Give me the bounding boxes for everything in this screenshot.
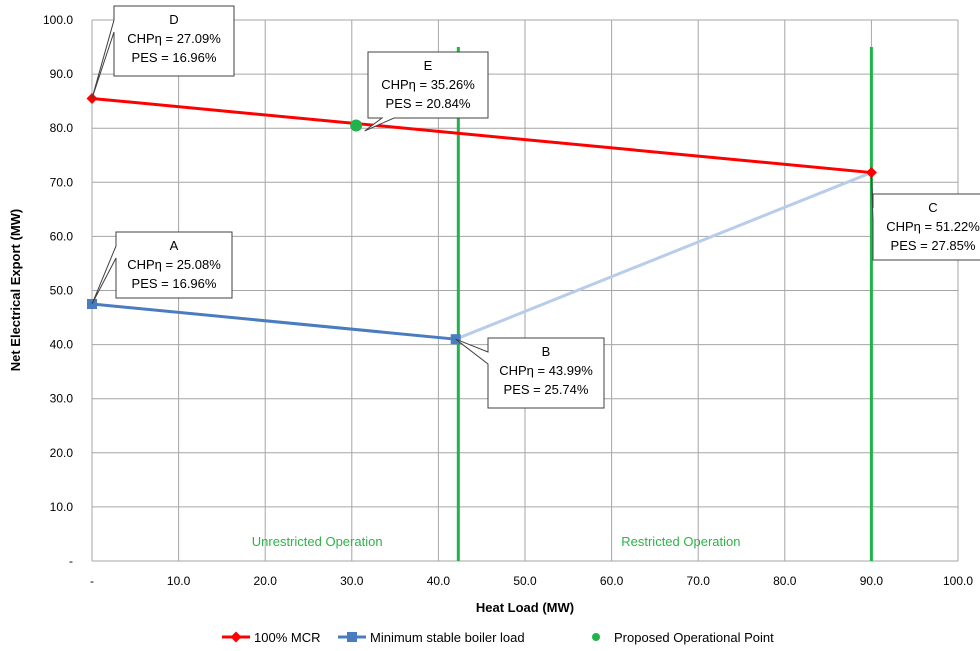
- callout-E: E CHPη = 35.26% PES = 20.84%: [364, 51, 489, 132]
- legend-item: 100% MCR: [222, 630, 320, 645]
- region-label: Unrestricted Operation: [252, 534, 383, 549]
- data-point: [350, 119, 363, 132]
- x-tick-label: 70.0: [687, 574, 711, 588]
- y-axis-title: Net Electrical Export (MW): [8, 209, 23, 372]
- callout-value: PES = 25.74%: [504, 382, 589, 397]
- vertical-lines: [456, 47, 873, 561]
- x-tick-label: -: [90, 574, 94, 588]
- y-tick-label: 70.0: [50, 175, 74, 189]
- x-tick-label: 60.0: [600, 574, 624, 588]
- x-tick-label: 10.0: [167, 574, 191, 588]
- callout-value: PES = 20.84%: [386, 96, 471, 111]
- legend-swatch: [592, 633, 600, 641]
- callout-box: [870, 172, 980, 261]
- callout-box: [91, 231, 233, 305]
- y-tick-label: 90.0: [50, 67, 74, 81]
- legend-item: Proposed Operational Point: [592, 630, 774, 645]
- connector-line: [455, 171, 872, 341]
- tick-labels: - 10.0 20.0 30.0 40.0 50.0 60.0 70.0 80.0 90.0 100…: [43, 13, 973, 588]
- callout-value: PES = 16.96%: [132, 50, 217, 65]
- callout-value: CHPη = 35.26%: [381, 77, 475, 92]
- callout-box: [364, 51, 489, 132]
- y-tick-label: 30.0: [50, 392, 74, 406]
- series-2: [350, 119, 363, 132]
- y-tick-label: 40.0: [50, 338, 74, 352]
- callout-D: D CHPη = 27.09% PES = 16.96%: [91, 5, 235, 99]
- legend-label: Minimum stable boiler load: [370, 630, 525, 645]
- region-label: Restricted Operation: [621, 534, 740, 549]
- y-tick-label: 10.0: [50, 500, 74, 514]
- callout-label: C: [928, 200, 937, 215]
- callout-value: CHPη = 43.99%: [499, 363, 593, 378]
- x-tick-label: 20.0: [254, 574, 278, 588]
- y-tick-label: 60.0: [50, 229, 74, 243]
- legend: 100% MCR Minimum stable boiler load Propos…: [222, 630, 774, 645]
- grid: [91, 19, 959, 562]
- callout-value: CHPη = 25.08%: [127, 257, 221, 272]
- x-tick-label: 80.0: [773, 574, 797, 588]
- series-1: [87, 299, 461, 345]
- callout-value: PES = 27.85%: [891, 238, 976, 253]
- data-point: [230, 631, 242, 643]
- callout-value: CHPη = 27.09%: [127, 31, 221, 46]
- callout-C: C CHPη = 51.22% PES = 27.85%: [870, 172, 980, 261]
- callout-B: B CHPη = 43.99% PES = 25.74%: [455, 337, 605, 409]
- y-tick-label: 50.0: [50, 284, 74, 298]
- y-tick-label: 100.0: [43, 13, 73, 27]
- x-tick-label: 40.0: [427, 574, 451, 588]
- legend-item: Minimum stable boiler load: [338, 630, 525, 645]
- series-line: [91, 302, 456, 341]
- callout-label: B: [542, 344, 551, 359]
- callout-label: A: [170, 238, 179, 253]
- callout-value: CHPη = 51.22%: [886, 219, 980, 234]
- callout-box: [91, 5, 235, 99]
- callout-value: PES = 16.96%: [132, 276, 217, 291]
- connector-segment: [455, 171, 872, 341]
- legend-label: Proposed Operational Point: [614, 630, 774, 645]
- y-tick-label: 20.0: [50, 446, 74, 460]
- y-tick-label: 80.0: [50, 121, 74, 135]
- region-labels: Unrestricted Operation Restricted Operati…: [252, 534, 741, 549]
- x-tick-label: 90.0: [860, 574, 884, 588]
- y-tick-label: -: [69, 554, 73, 568]
- callout-A: A CHPη = 25.08% PES = 16.96%: [91, 231, 233, 305]
- legend-label: 100% MCR: [254, 630, 320, 645]
- callouts: D CHPη = 27.09% PES = 16.96% E CHPη = 35.26%…: [91, 5, 980, 409]
- series-line: [91, 96, 872, 175]
- x-tick-label: 100.0: [943, 574, 973, 588]
- x-tick-label: 30.0: [340, 574, 364, 588]
- x-axis-title: Heat Load (MW): [476, 600, 574, 615]
- callout-box: [455, 337, 605, 409]
- data-point: [347, 632, 357, 642]
- x-tick-label: 50.0: [513, 574, 537, 588]
- callout-label: E: [424, 58, 433, 73]
- callout-label: D: [169, 12, 178, 27]
